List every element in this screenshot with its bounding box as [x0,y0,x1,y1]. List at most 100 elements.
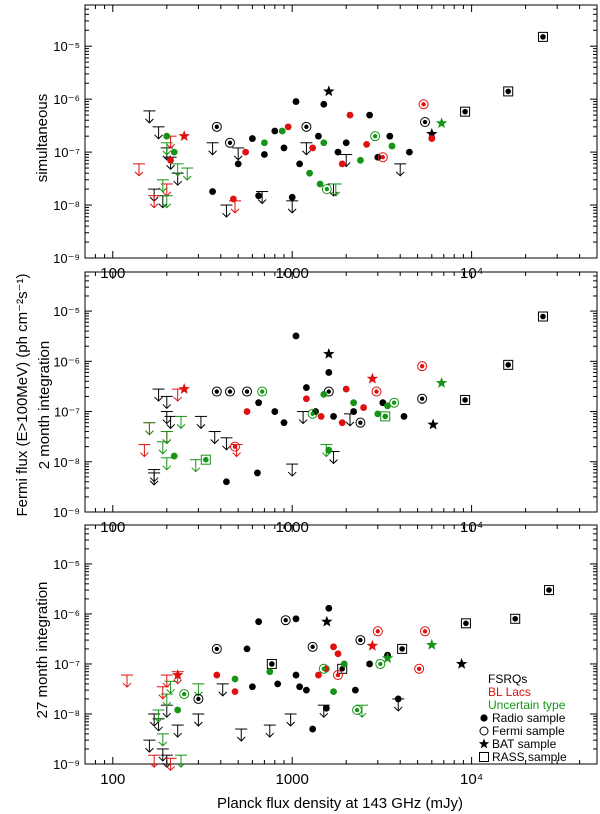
data-point [426,128,438,139]
data-point [360,404,367,411]
data-point [330,643,337,651]
data-point [167,156,174,164]
upper-limit-arrow [148,754,161,768]
data-point [350,399,358,407]
data-point [231,675,239,683]
data-point [234,160,242,168]
data-point-center [358,637,363,643]
data-point [338,160,346,168]
data-point-center [339,666,346,672]
upper-limit-arrow [300,142,313,156]
panel-label-simultaneous: simultaneous [34,94,51,182]
data-point-center [546,587,552,593]
legend-radio-marker-icon [480,714,488,722]
upper-limit-arrow [160,411,173,425]
data-point-center [382,413,389,420]
data-point [303,686,310,694]
data-point [211,643,222,654]
legend-bat-marker-icon [478,738,490,749]
data-point-center [512,615,519,622]
data-point [370,131,381,142]
data-point [292,615,300,623]
data-point [255,618,263,626]
data-point [400,413,408,420]
data-point [334,148,342,156]
data-point [426,638,438,650]
upper-limit-arrow [152,388,165,402]
data-point [296,683,304,691]
upper-limit-arrow [120,674,133,688]
y-tick-label: 10⁻⁶ [53,354,80,369]
upper-limit-arrow [220,437,233,451]
data-point [342,385,350,393]
y-tick-label: 10⁻⁶ [53,607,80,622]
upper-limit-arrow [156,733,169,747]
upper-limit-arrow [192,683,205,697]
data-point [223,478,230,486]
data-point [374,153,382,161]
legend-fermi-sample: Fermi sample [492,724,565,738]
data-point [330,413,337,420]
data-point [371,386,382,397]
shared-y-axis-label: Fermi flux (E>100MeV) (ph cm⁻²s⁻¹) [14,274,31,517]
data-point-center [378,661,383,667]
data-point [266,668,274,676]
data-point [355,417,366,428]
upper-limit-arrow [133,163,146,177]
data-point [357,156,364,164]
data-point [386,132,394,140]
legend-fermi-marker-icon [479,726,489,736]
data-point [320,139,328,147]
data-point [224,137,235,148]
plot-frame [84,4,598,259]
y-tick-label: 10⁻⁵ [53,304,80,319]
data-point [301,121,312,132]
data-point [280,419,288,427]
upper-limit-arrow [156,441,169,455]
data-point-center [259,389,265,394]
upper-limit-arrow [229,200,242,214]
data-point [242,148,250,156]
upper-limit-arrow [160,195,173,209]
upper-limit-arrow [143,110,156,124]
upper-limit-arrow [181,167,194,181]
data-point [325,369,333,376]
data-point-center [310,411,315,417]
upper-limit-arrow [160,142,173,156]
upper-limit-arrow [148,195,161,209]
data-point-center [244,389,250,394]
y-tick-label: 10⁻⁷ [54,405,80,420]
data-point-center [214,646,220,652]
legend-bat-sample: BAT sample [492,737,557,751]
data-point [271,127,279,135]
data-point [380,411,391,422]
data-point [271,408,279,415]
data-point [389,397,400,408]
data-point-center [203,456,209,463]
panel-label-27-month: 27 month integration [34,582,51,719]
upper-limit-arrow [329,183,342,197]
data-point [418,99,429,110]
upper-limit-arrow [164,415,177,430]
legend-star-shape [478,738,490,749]
data-point [193,693,204,704]
data-point [209,188,216,195]
data-point [323,85,335,97]
upper-limit-arrow [156,686,169,700]
upper-limit-arrow [194,415,207,430]
data-point [375,658,386,669]
data-point [435,117,448,129]
data-point [178,130,190,141]
data-point [381,652,394,664]
data-point [170,148,178,156]
data-point-center [416,666,422,672]
data-point [351,686,359,694]
data-point [292,98,300,105]
data-point [284,123,292,131]
upper-limit-arrow [171,724,184,738]
data-point [322,704,330,712]
upper-limit-arrow [148,472,161,486]
legend-bl-lacs: BL Lacs [488,685,531,699]
data-point [330,688,337,696]
data-point [355,635,366,646]
